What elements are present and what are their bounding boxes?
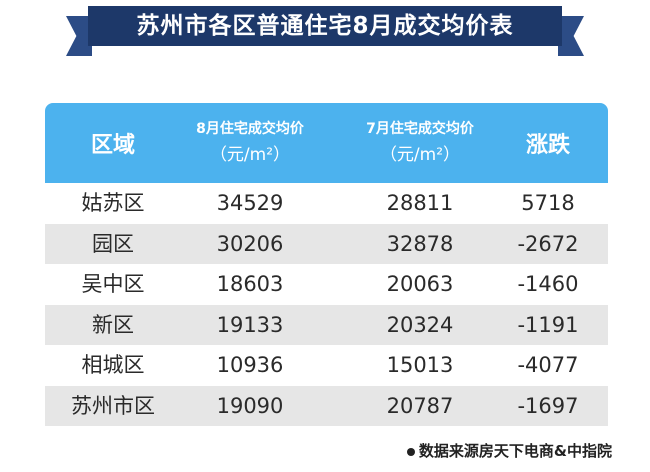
- header-cell: 8月住宅成交均价 （元/m²）: [165, 103, 335, 183]
- header-text: 区域: [90, 133, 135, 158]
- header-text: 8月住宅成交均价: [196, 121, 304, 137]
- header-text: 7月住宅成交均价: [366, 121, 474, 137]
- value-cell: 10936: [216, 353, 284, 377]
- value-cell: 19090: [216, 393, 284, 418]
- district: 吴中区: [81, 272, 145, 296]
- value-cell: 19133: [216, 312, 284, 337]
- value-cell: 20324: [386, 312, 454, 337]
- table-row: 新区 19133 20324 -1191: [45, 304, 608, 345]
- header-cell: 涨跌: [488, 103, 608, 183]
- value-cell: 30206: [216, 231, 284, 256]
- source: 数据来源房天下电商&中指院: [406, 440, 612, 461]
- value-cell: 20787: [386, 393, 454, 418]
- header-unit: （元/m²）: [209, 145, 291, 165]
- value-cell: 32878: [386, 231, 454, 256]
- header-cell: 7月住宅成交均价 （元/m²）: [335, 103, 505, 183]
- district: 苏州市区: [71, 393, 155, 418]
- value-cell: 20063: [386, 272, 454, 296]
- value-cell: 28811: [386, 191, 454, 215]
- table-row: 姑苏区 34529 28811 5718: [45, 183, 608, 224]
- value-cell: -1697: [517, 393, 579, 418]
- header-unit: （元/m²）: [379, 145, 461, 165]
- bullet: [406, 447, 415, 456]
- title: 苏州市各区普通住宅8月成交均价表: [88, 6, 562, 46]
- header-text: 涨跌: [525, 133, 570, 158]
- value-cell: 5718: [521, 191, 575, 215]
- table-row: 相城区 10936 15013 -4077: [45, 345, 608, 386]
- value-cell: 34529: [216, 191, 284, 215]
- district: 新区: [92, 312, 134, 337]
- table-row: 吴中区 18603 20063 -1460: [45, 264, 608, 305]
- value-cell: -2672: [517, 231, 579, 256]
- table-row: 园区 30206 32878 -2672: [45, 223, 608, 264]
- source-text: 数据来源房天下电商&中指院: [418, 442, 612, 460]
- value-cell: -1460: [517, 272, 579, 296]
- header-cell: 区域: [48, 103, 178, 183]
- district: 园区: [92, 231, 134, 256]
- value-cell: -4077: [517, 353, 579, 377]
- value-cell: 15013: [386, 353, 454, 377]
- value-cell: 18603: [216, 272, 284, 296]
- district: 姑苏区: [81, 191, 145, 215]
- table: 区域 8月住宅成交均价 （元/m²） 7月住宅成交均价 （元/m²） 涨跌 姑苏区 3452…: [45, 103, 608, 426]
- table-row: 苏州市区 19090 20787 -1697: [45, 385, 608, 426]
- district: 相城区: [81, 353, 145, 377]
- value-cell: -1191: [517, 312, 579, 337]
- table-header: 区域 8月住宅成交均价 （元/m²） 7月住宅成交均价 （元/m²） 涨跌: [45, 103, 608, 183]
